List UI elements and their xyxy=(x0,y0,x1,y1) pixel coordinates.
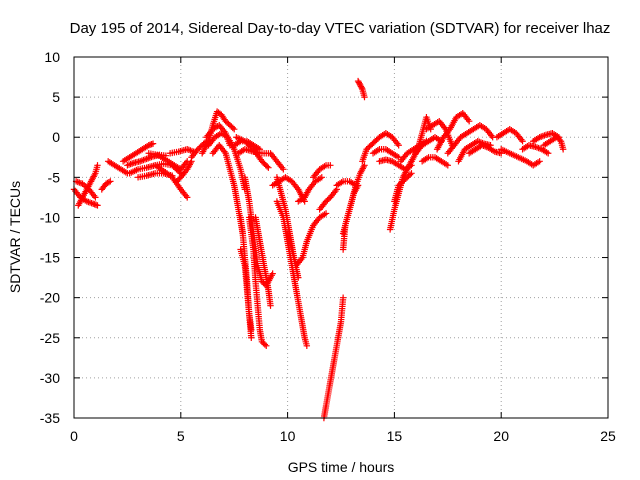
y-tick-label: -15 xyxy=(40,250,60,266)
data-point xyxy=(544,150,552,157)
data-point xyxy=(94,202,101,209)
data-points xyxy=(70,77,567,422)
plot-frame xyxy=(73,56,609,419)
data-point xyxy=(184,194,191,201)
data-point xyxy=(149,140,157,147)
y-tick-label: -10 xyxy=(40,209,60,225)
data-point xyxy=(361,93,368,101)
x-tick-label: 0 xyxy=(70,428,78,444)
data-point xyxy=(354,182,362,189)
data-point xyxy=(229,124,236,132)
data-point xyxy=(265,164,272,171)
data-point xyxy=(280,166,287,173)
grid-lines xyxy=(74,57,608,418)
data-point xyxy=(406,171,414,178)
axis-ticks: 0 5 10 15 20 25 10 5 0 -5 -10 -15 -20 -25 -30 -35 xyxy=(40,49,616,444)
data-point xyxy=(318,174,325,181)
data-point xyxy=(261,341,269,348)
data-point xyxy=(105,178,113,186)
x-axis-label: GPS time / hours xyxy=(288,459,395,475)
y-tick-label: -35 xyxy=(40,410,60,426)
data-point xyxy=(395,154,402,161)
data-point xyxy=(395,142,402,149)
data-point xyxy=(92,194,99,201)
y-tick-label: -30 xyxy=(40,370,60,386)
y-tick-label: 5 xyxy=(52,89,60,105)
data-point xyxy=(263,342,270,349)
data-point xyxy=(556,136,563,144)
x-tick-label: 25 xyxy=(600,428,616,444)
data-point xyxy=(361,162,368,169)
x-tick-label: 15 xyxy=(387,428,403,444)
data-point xyxy=(465,117,473,125)
data-point xyxy=(231,126,238,133)
data-point xyxy=(559,146,567,153)
data-point xyxy=(327,162,334,169)
data-point xyxy=(339,294,347,301)
y-axis-label: SDTVAR / TECUs xyxy=(7,181,23,293)
data-point xyxy=(248,334,255,341)
data-point xyxy=(408,170,415,177)
x-tick-label: 5 xyxy=(177,428,185,444)
x-tick-label: 10 xyxy=(280,428,296,444)
x-tick-label: 20 xyxy=(493,428,509,444)
data-point xyxy=(107,178,114,185)
data-point xyxy=(263,163,271,170)
y-tick-label: -5 xyxy=(48,169,61,185)
y-tick-label: -25 xyxy=(40,330,60,346)
data-point xyxy=(536,158,543,165)
data-point xyxy=(267,302,274,309)
y-tick-label: 0 xyxy=(52,129,60,145)
y-tick-label: 10 xyxy=(44,49,60,65)
data-point xyxy=(358,84,365,91)
y-tick-label: -20 xyxy=(40,290,60,306)
data-point xyxy=(269,270,276,277)
chart-title: Day 195 of 2014, Sidereal Day-to-day VTE… xyxy=(70,20,611,37)
data-point xyxy=(519,138,526,145)
data-point xyxy=(322,210,330,217)
data-point xyxy=(303,342,311,349)
data-point xyxy=(127,160,134,168)
data-point xyxy=(94,162,101,169)
data-point xyxy=(444,162,451,169)
